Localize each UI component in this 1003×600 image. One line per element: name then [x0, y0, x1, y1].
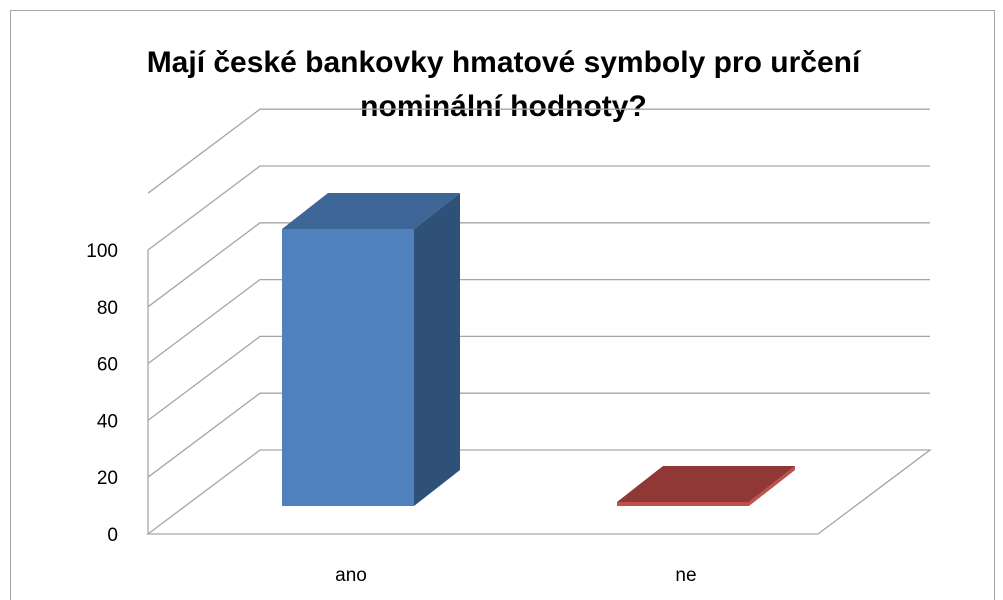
- y-tick-label: 0: [107, 525, 118, 546]
- chart-title: Mají české bankovky hmatové symboly pro …: [146, 46, 861, 123]
- floor: [146, 449, 932, 535]
- bar-front: [617, 502, 749, 506]
- y-tick-label: 20: [97, 468, 118, 489]
- gridline: [147, 278, 930, 365]
- gridline: [147, 335, 930, 421]
- y-tick-label: 100: [86, 241, 118, 262]
- grid: [146, 108, 932, 535]
- bar-front: [282, 229, 414, 506]
- x-axis-labels: ano ne: [335, 565, 696, 586]
- bar-side: [414, 193, 460, 506]
- y-tick-label: 60: [97, 355, 118, 376]
- bar-ano: [282, 193, 460, 506]
- y-axis-ticks: 0 20 40 60 80 100: [86, 241, 118, 546]
- gridline: [147, 108, 930, 194]
- y-tick-label: 40: [97, 411, 118, 432]
- x-tick-label: ne: [675, 565, 696, 586]
- bar-top: [282, 193, 460, 229]
- bar-side: [749, 466, 795, 506]
- bars: [282, 193, 795, 506]
- gridline: [147, 222, 930, 308]
- chart-frame: Mají české bankovky hmatové symboly pro …: [10, 10, 995, 600]
- gridline: [147, 165, 930, 251]
- bar-top: [617, 466, 795, 502]
- y-tick-label: 80: [97, 298, 118, 319]
- bar-ne: [617, 466, 795, 506]
- x-tick-label: ano: [335, 565, 367, 586]
- gridline: [147, 392, 930, 478]
